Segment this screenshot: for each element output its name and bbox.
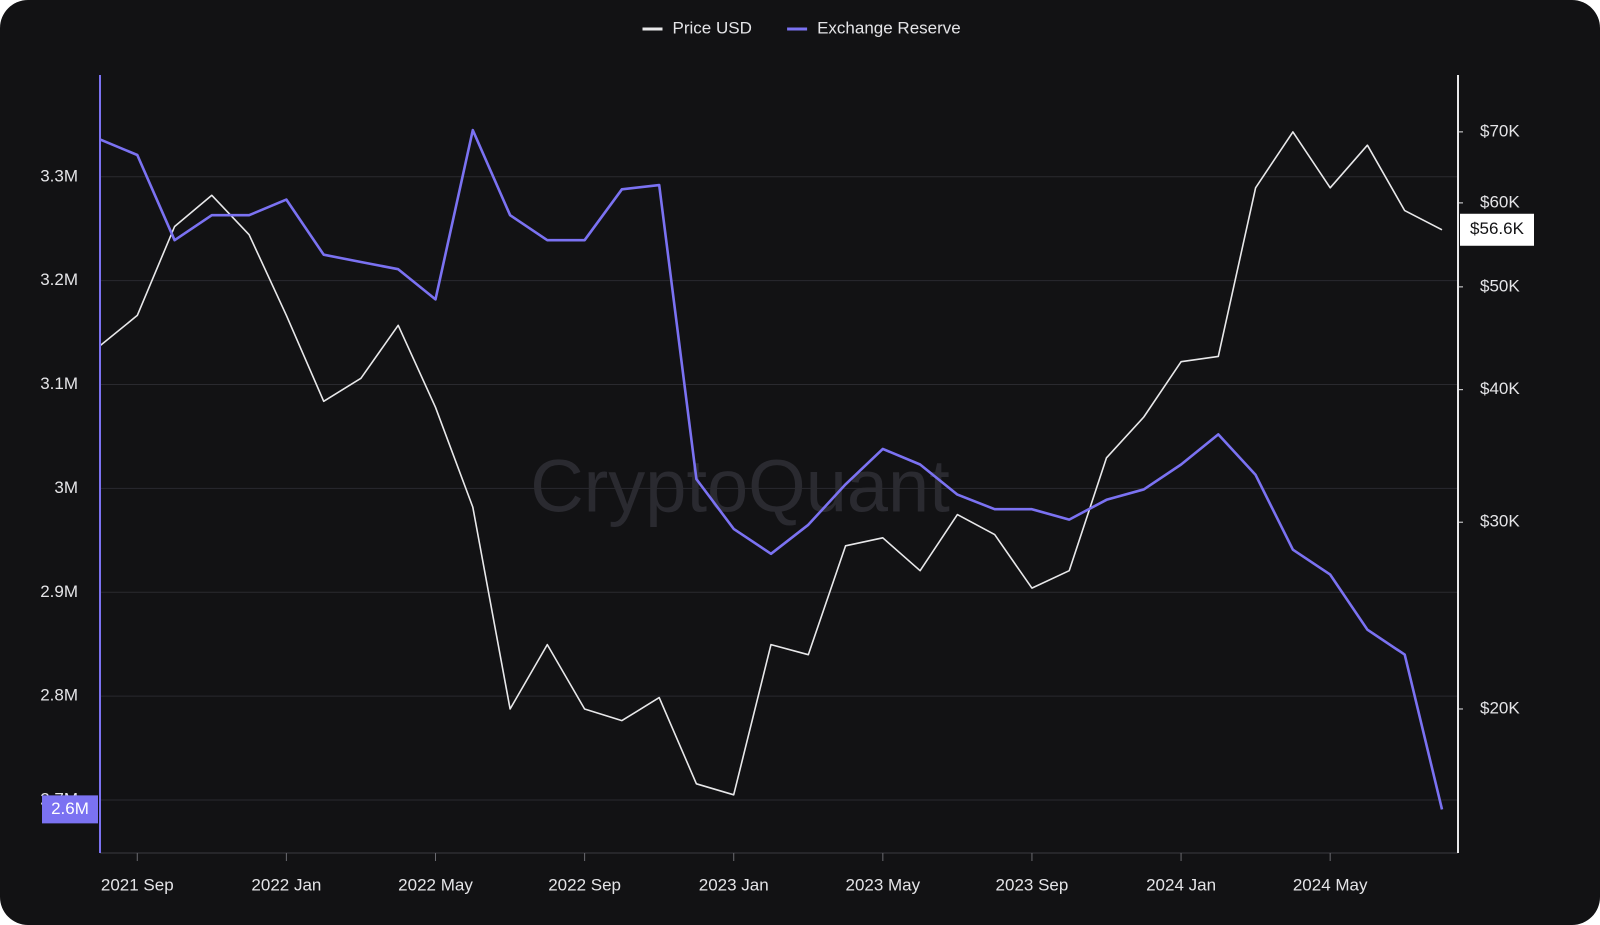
y-tick-label: 2.9M xyxy=(40,582,78,601)
y-tick-label: 3.1M xyxy=(40,374,78,393)
x-tick-label: 2021 Sep xyxy=(101,875,174,894)
y-tick-label: 3.2M xyxy=(40,270,78,289)
legend-label: Price USD xyxy=(673,18,752,37)
x-tick-label: 2023 Sep xyxy=(996,875,1069,894)
series-line xyxy=(99,131,1443,796)
current-value-box xyxy=(1460,213,1534,246)
x-tick-label: 2023 Jan xyxy=(699,875,769,894)
y2-tick-label: $50K xyxy=(1480,276,1520,295)
x-tick-label: 2022 Sep xyxy=(548,875,621,894)
current-value-label: $56.6K xyxy=(1470,219,1525,238)
x-tick-label: 2023 May xyxy=(845,875,920,894)
x-tick-label: 2022 Jan xyxy=(251,875,321,894)
legend-label: Exchange Reserve xyxy=(817,18,961,37)
current-value-label: 2.6M xyxy=(51,799,89,818)
y2-tick-label: $20K xyxy=(1480,698,1520,717)
y-tick-label: 3.3M xyxy=(40,166,78,185)
y2-tick-label: $70K xyxy=(1480,121,1520,140)
x-tick-label: 2024 May xyxy=(1293,875,1368,894)
y-tick-label: 2.8M xyxy=(40,686,78,705)
series-line xyxy=(99,128,1444,810)
y2-tick-label: $40K xyxy=(1480,379,1520,398)
y-tick-label: 3M xyxy=(54,478,78,497)
watermark: CryptoQuant xyxy=(530,445,950,528)
legend: Price USD Exchange Reserve xyxy=(642,18,961,37)
y2-tick-label: $60K xyxy=(1480,192,1520,211)
current-value-box xyxy=(42,795,98,824)
x-tick-label: 2022 May xyxy=(398,875,473,894)
y2-tick-label: $30K xyxy=(1480,512,1520,531)
x-tick-label: 2024 Jan xyxy=(1146,875,1216,894)
